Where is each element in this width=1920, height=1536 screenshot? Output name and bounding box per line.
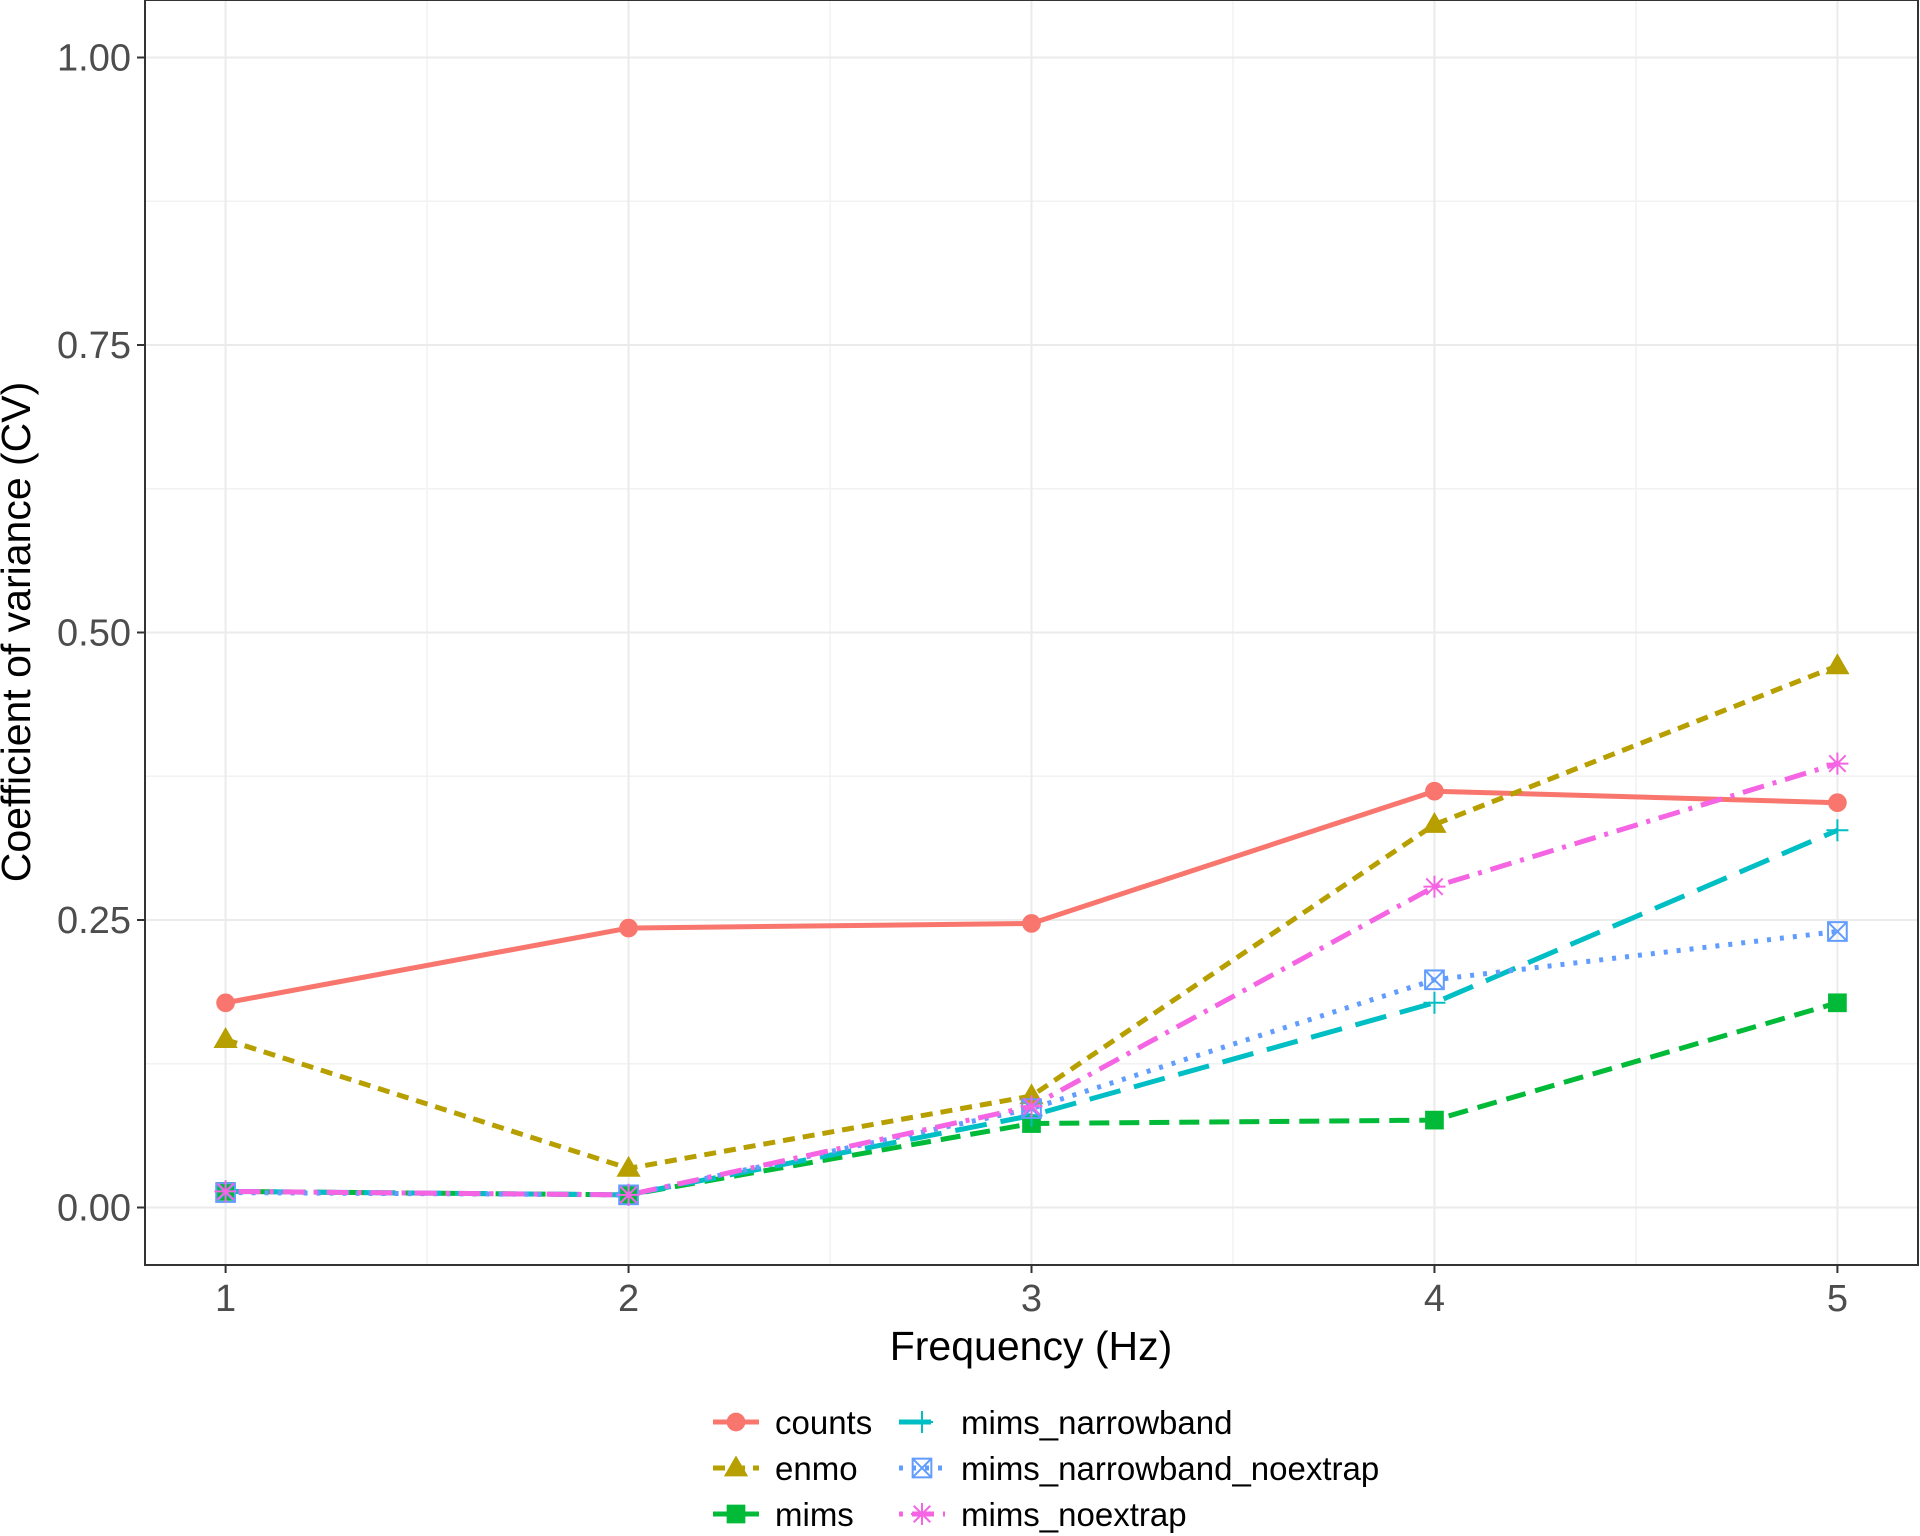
y-axis-title: Coefficient of variance (CV) [0, 382, 39, 883]
point-mims_noextrap-3-d2 [1022, 1097, 1041, 1116]
major-gridlines [145, 0, 1918, 1265]
x-tick-label: 3 [1021, 1278, 1042, 1320]
point-mims-5 [1828, 993, 1847, 1013]
point-counts-4 [1425, 781, 1444, 801]
legend-label-mims_narrowband_noextrap: mims_narrowband_noextrap [961, 1450, 1379, 1487]
point-mims_noextrap-4 [1423, 875, 1446, 898]
point-mims_narrowband_noextrap-5-d2 [1827, 921, 1848, 942]
point-counts-2 [619, 918, 638, 938]
legend-key-marker-enmo [723, 1455, 749, 1477]
legend-key-marker-mims_narrowband_noextrap [911, 1457, 933, 1479]
legend-key-marker-mims_narrowband [911, 1411, 933, 1433]
point-mims_narrowband_noextrap-4-box [1424, 969, 1445, 991]
legend-key-marker-mims_narrowband_noextrap-d2 [911, 1457, 933, 1479]
legend-key-marker-mims_narrowband_noextrap-box [911, 1457, 933, 1479]
series-line-enmo [224, 663, 1839, 1171]
x-tick-label: 2 [618, 1278, 639, 1320]
y-tick-label: 0.75 [57, 325, 131, 367]
x-axis-ticks: 1 2 3 4 5 [215, 1265, 1848, 1320]
legend-key-marker-counts [726, 1412, 746, 1432]
point-counts-5 [1828, 793, 1847, 813]
point-mims_noextrap-5-d2 [1828, 754, 1847, 773]
point-enmo-5 [1825, 653, 1850, 675]
point-mims_noextrap-5 [1826, 752, 1849, 775]
y-tick-label: 0.00 [57, 1188, 131, 1230]
legend-key-marker-mims_noextrap [911, 1503, 933, 1525]
legend-label-mims_noextrap: mims_noextrap [961, 1496, 1187, 1533]
point-enmo-4 [1422, 812, 1447, 833]
point-mims_narrowband_noextrap-4 [1424, 969, 1445, 991]
point-counts-3 [1022, 914, 1041, 933]
x-tick-label: 4 [1424, 1278, 1445, 1320]
legend-key-marker-mims_noextrap-d2 [913, 1505, 931, 1523]
legend-key-marker-mims [726, 1504, 746, 1524]
x-tick-label: 5 [1827, 1278, 1848, 1320]
point-mims_narrowband-5 [1826, 819, 1849, 842]
series-points [213, 653, 1850, 1206]
point-mims_noextrap-2 [617, 1183, 640, 1206]
point-mims_noextrap-2-d2 [619, 1185, 638, 1204]
point-mims_noextrap-3 [1020, 1095, 1043, 1118]
point-mims-4 [1425, 1110, 1444, 1130]
point-mims_noextrap-1 [214, 1180, 237, 1203]
legend-label-counts: counts [775, 1404, 872, 1441]
legend-label-enmo: enmo [775, 1450, 858, 1487]
point-mims_narrowband_noextrap-4-d2 [1424, 969, 1445, 990]
legend-label-mims_narrowband: mims_narrowband [961, 1404, 1232, 1441]
point-mims_narrowband-4 [1423, 991, 1446, 1014]
point-mims_noextrap-4-d2 [1425, 877, 1444, 896]
point-mims_narrowband_noextrap-5-box [1827, 921, 1848, 942]
point-counts-1 [216, 993, 235, 1013]
x-axis-title: Frequency (Hz) [890, 1323, 1173, 1369]
y-tick-label: 1.00 [57, 38, 131, 80]
point-enmo-2 [616, 1155, 641, 1177]
y-tick-label: 0.50 [57, 613, 131, 655]
y-tick-label: 0.25 [57, 900, 131, 942]
legend-label-mims: mims [775, 1496, 854, 1533]
x-tick-label: 1 [215, 1278, 236, 1320]
point-mims_narrowband_noextrap-5 [1827, 921, 1848, 942]
point-enmo-1 [213, 1027, 238, 1048]
y-axis-ticks: 0.00 0.25 0.50 0.75 1.00 [57, 38, 145, 1230]
legend: counts enmo mims mims_narrowband mims_narrow… [713, 1404, 1379, 1533]
point-mims_noextrap-1-d2 [216, 1182, 235, 1201]
